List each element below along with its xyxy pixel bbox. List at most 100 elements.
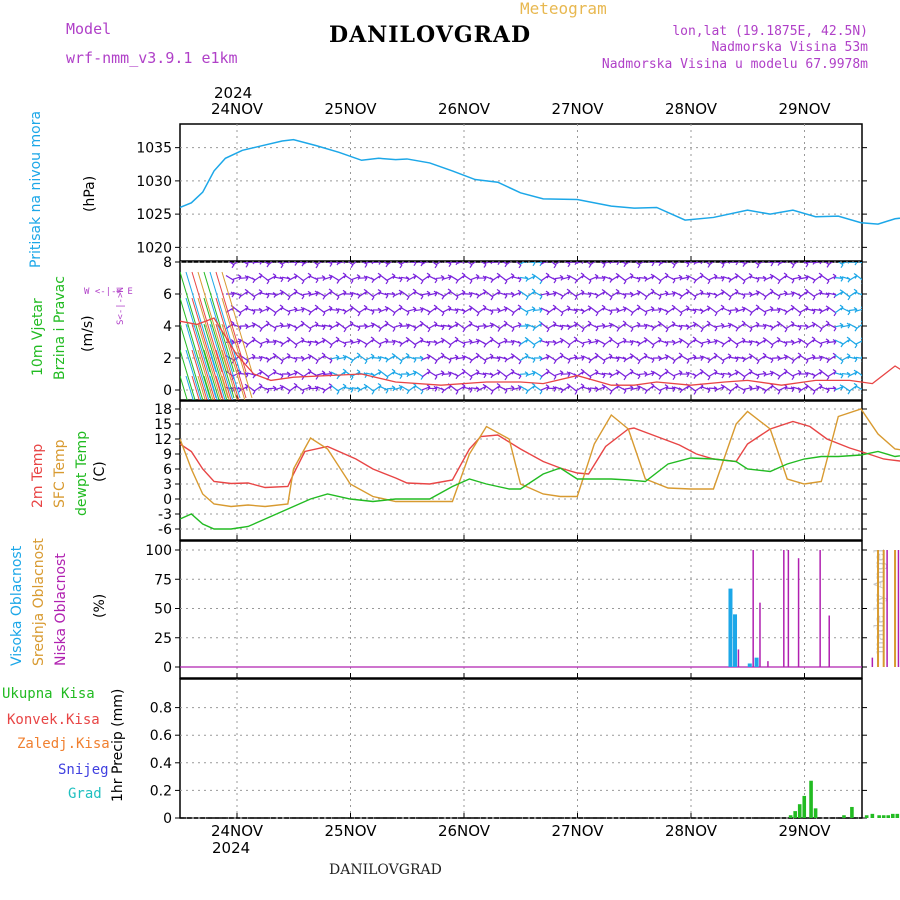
wind-arrow — [267, 273, 277, 281]
wind-arrow — [785, 275, 795, 284]
wind-arrow — [589, 273, 599, 281]
wind-arrow — [834, 384, 844, 391]
wind-arrow-dense — [197, 375, 206, 400]
wind-arrow-dense — [209, 375, 218, 400]
wind-arrow — [302, 322, 312, 333]
wind-arrow — [603, 353, 613, 361]
wind-arrow — [337, 322, 347, 333]
wind-arrow — [239, 304, 249, 314]
wind-arrow — [645, 370, 655, 377]
wind-arrow — [225, 274, 235, 284]
wind-arrow — [484, 307, 494, 315]
wind-arrow — [764, 338, 774, 349]
wind-arrow — [694, 339, 704, 348]
year-bottom: 2024 — [212, 839, 251, 857]
wind-arrow — [568, 275, 578, 284]
wind-arrow — [428, 275, 438, 284]
wind-arrow — [463, 274, 473, 284]
wind-arrow — [837, 262, 844, 269]
wind-arrow — [274, 354, 284, 365]
wind-arrow — [596, 384, 606, 391]
wind-arrow — [764, 355, 774, 364]
wind-arrow — [729, 323, 739, 332]
wind-arrow — [274, 322, 284, 329]
wind-arrow-dense — [209, 349, 226, 400]
wind-arrow — [652, 385, 662, 395]
wind-arrow — [687, 308, 697, 315]
wind-arrow — [771, 320, 781, 330]
wind-arrow — [281, 262, 290, 265]
wind-arrow — [519, 323, 529, 330]
wind-arrow — [638, 275, 648, 282]
wind-arrow-dense — [215, 323, 240, 400]
wind-arrow — [393, 339, 403, 347]
wind-arrow — [386, 306, 396, 317]
wind-arrow — [806, 336, 816, 346]
wind-arrow — [827, 352, 837, 362]
wind-arrow — [396, 262, 403, 269]
wind-arrow — [785, 354, 795, 364]
precip-bar — [813, 808, 818, 818]
wind-arrow — [771, 385, 781, 395]
wind-arrow — [729, 369, 739, 377]
wind-arrow — [302, 384, 312, 391]
wind-arrow — [764, 370, 774, 377]
wind-arrow — [547, 386, 557, 392]
precip-bar — [797, 804, 802, 818]
wind-arrow — [386, 339, 396, 346]
wind-arrow — [449, 290, 459, 301]
wind-arrow — [386, 368, 396, 378]
wind-arrow — [540, 262, 549, 265]
wind-arrow — [540, 384, 550, 391]
wind-ytick-label: 6 — [163, 287, 172, 303]
wind-arrow — [470, 338, 480, 345]
wind-arrow — [463, 370, 473, 381]
wind-arrow — [561, 338, 571, 349]
wind-arrow — [547, 275, 557, 284]
wind-arrow — [274, 289, 284, 297]
day-label-bottom: 27NOV — [551, 822, 604, 840]
wind-arrow — [750, 371, 760, 380]
wind-arrow — [624, 322, 634, 333]
wind-arrow — [400, 352, 410, 362]
wind-arrow — [372, 272, 382, 282]
t2m-line — [179, 420, 900, 489]
wind-arrow — [288, 306, 298, 313]
wind-arrow — [652, 274, 662, 285]
day-label-top: 26NOV — [438, 100, 491, 118]
wind-arrow — [715, 372, 725, 379]
wind-arrow — [246, 322, 256, 329]
wind-arrow — [631, 354, 641, 365]
wind-arrow — [358, 275, 368, 282]
wind-arrow — [414, 320, 424, 330]
wind-arrow — [568, 336, 578, 346]
wind-arrow — [750, 340, 760, 347]
wind-arrow-dense — [191, 297, 223, 399]
wind-arrow — [603, 290, 613, 301]
wind-arrow — [512, 354, 522, 365]
wind-arrow-dense — [203, 297, 235, 399]
wind-arrow — [827, 369, 837, 377]
wind-arrow — [442, 338, 452, 349]
wind-arrow — [456, 339, 466, 348]
wind-arrow — [372, 322, 382, 332]
wind-arrow — [463, 305, 473, 313]
wind-arrow — [379, 274, 389, 285]
wind-arrow — [533, 307, 543, 313]
wind-arrow — [729, 338, 739, 349]
wind-arrow — [617, 320, 627, 330]
day-label-top: 24NOV — [211, 100, 264, 118]
wind-arrow — [477, 275, 487, 282]
wind-arrow — [414, 291, 424, 300]
wind-arrow — [631, 340, 641, 347]
wind-arrow — [701, 320, 711, 330]
wind-arrow — [778, 290, 788, 297]
high-cloud-bar — [747, 663, 752, 667]
wind-arrow — [659, 272, 669, 282]
wind-arrow — [428, 290, 438, 297]
precip-legend-freezing: Zaledj.Kisa — [17, 736, 110, 752]
wind-arrow — [638, 352, 648, 362]
wind-arrow — [277, 262, 284, 269]
wind-arrow — [533, 385, 543, 395]
